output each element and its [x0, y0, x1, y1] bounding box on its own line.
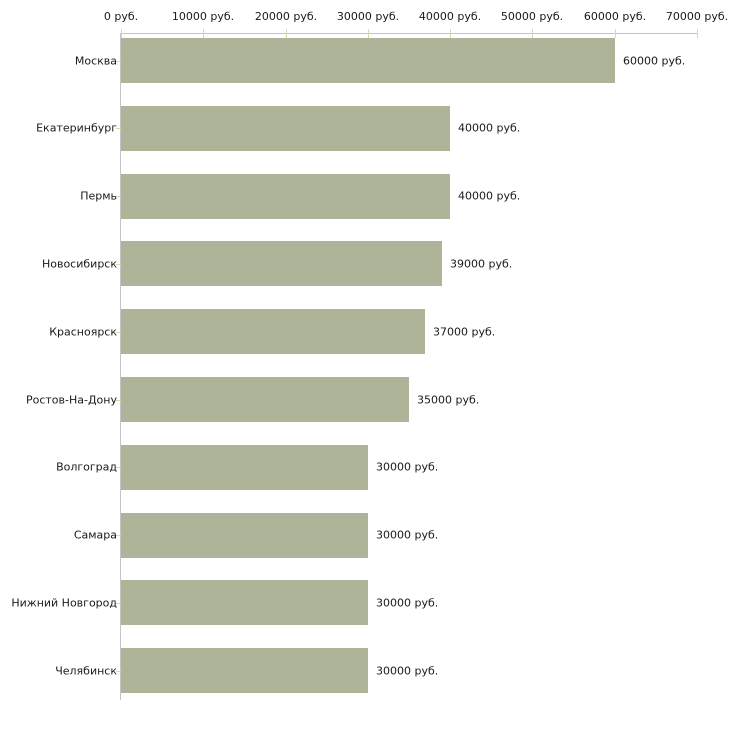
category-tick	[116, 400, 121, 401]
x-axis-tick	[697, 29, 698, 38]
x-axis-tick-label: 40000 руб.	[418, 10, 482, 23]
category-label: Новосибирск	[41, 257, 117, 271]
x-axis-tick-label: 20000 руб.	[254, 10, 318, 23]
value-label: 35000 руб.	[417, 393, 480, 407]
x-axis-tick-label: 70000 руб.	[665, 10, 729, 23]
category-tick	[116, 671, 121, 672]
x-axis-tick	[532, 29, 533, 38]
bar-6	[121, 445, 368, 490]
category-tick	[116, 332, 121, 333]
category-tick	[116, 128, 121, 129]
category-tick	[116, 467, 121, 468]
category-label: Красноярск	[49, 325, 117, 339]
bar-2	[121, 174, 450, 219]
bar-3	[121, 241, 442, 286]
category-tick	[116, 535, 121, 536]
x-axis-tick	[368, 29, 369, 38]
value-label: 30000 руб.	[376, 528, 439, 542]
bar-1	[121, 106, 450, 151]
category-label: Челябинск	[55, 664, 117, 678]
category-tick	[116, 196, 121, 197]
x-axis-tick-label: 60000 руб.	[583, 10, 647, 23]
x-axis-tick	[450, 29, 451, 38]
bar-0	[121, 38, 615, 83]
category-tick	[116, 61, 121, 62]
x-axis-tick	[121, 29, 122, 38]
value-label: 30000 руб.	[376, 664, 439, 678]
x-axis-tick	[203, 29, 204, 38]
category-tick	[116, 264, 121, 265]
value-label: 30000 руб.	[376, 596, 439, 610]
category-label: Волгоград	[56, 460, 117, 474]
category-label: Москва	[74, 54, 117, 68]
x-axis-tick-label: 50000 руб.	[500, 10, 564, 23]
x-axis-tick-label: 0 руб.	[103, 10, 139, 23]
value-label: 30000 руб.	[376, 460, 439, 474]
category-tick	[116, 603, 121, 604]
bar-5	[121, 377, 409, 422]
x-axis-tick	[615, 29, 616, 38]
category-label: Пермь	[80, 189, 117, 203]
category-label: Ростов-На-Дону	[25, 393, 117, 407]
category-label: Нижний Новгород	[11, 596, 117, 610]
bar-4	[121, 309, 425, 354]
category-label: Самара	[73, 528, 117, 542]
y-axis-line	[120, 33, 121, 700]
x-axis-tick-label: 30000 руб.	[336, 10, 400, 23]
value-label: 60000 руб.	[623, 54, 686, 68]
value-label: 37000 руб.	[433, 325, 496, 339]
value-label: 39000 руб.	[450, 257, 513, 271]
category-label: Екатеринбург	[36, 121, 117, 135]
x-axis-tick	[286, 29, 287, 38]
bar-8	[121, 580, 368, 625]
value-label: 40000 руб.	[458, 121, 521, 135]
x-axis-line	[121, 33, 697, 34]
value-label: 40000 руб.	[458, 189, 521, 203]
x-axis-tick-label: 10000 руб.	[171, 10, 235, 23]
bar-7	[121, 513, 368, 558]
bar-9	[121, 648, 368, 693]
